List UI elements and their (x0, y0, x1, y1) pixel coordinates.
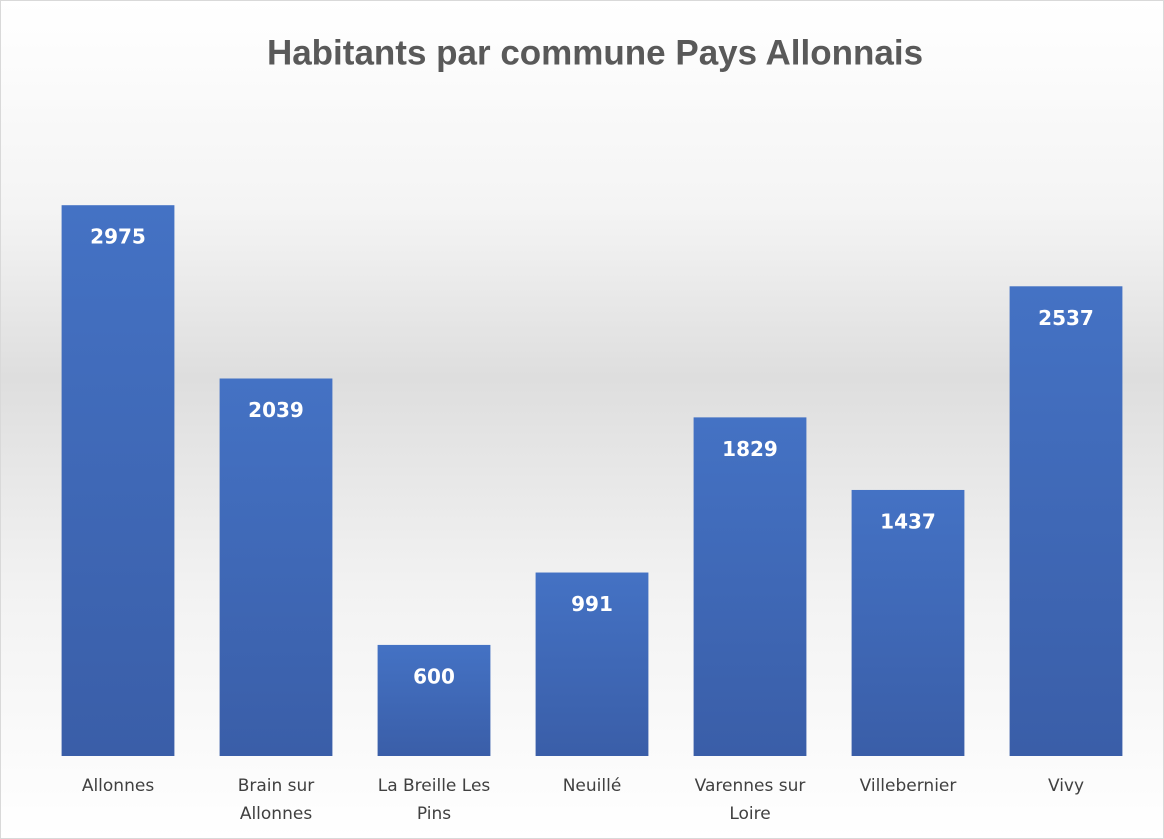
x-tick-label: Vivy (1047, 776, 1085, 796)
data-label: 2039 (248, 398, 304, 422)
bar (535, 572, 649, 756)
bar (61, 205, 175, 756)
x-tick-label: Brain sur Allonnes (237, 776, 315, 824)
bar (219, 378, 333, 756)
x-tick-label: La Breille Les Pins (377, 776, 491, 824)
chart-title: Habitants par commune Pays Allonnais (267, 33, 923, 72)
bar (851, 489, 965, 756)
data-label: 600 (413, 664, 455, 688)
x-tick-label: Neuillé (562, 776, 622, 796)
x-tick-label: Varennes sur Loire (694, 776, 806, 824)
data-label: 1829 (722, 437, 778, 461)
bar (377, 644, 491, 756)
data-label: 1437 (880, 509, 936, 533)
data-label: 2975 (90, 225, 146, 249)
x-tick-label: Villebernier (859, 776, 957, 796)
bar (1009, 286, 1123, 756)
data-label: 991 (571, 592, 613, 616)
data-label: 2537 (1038, 306, 1094, 330)
bar (693, 417, 807, 756)
x-tick-label: Allonnes (81, 776, 155, 796)
